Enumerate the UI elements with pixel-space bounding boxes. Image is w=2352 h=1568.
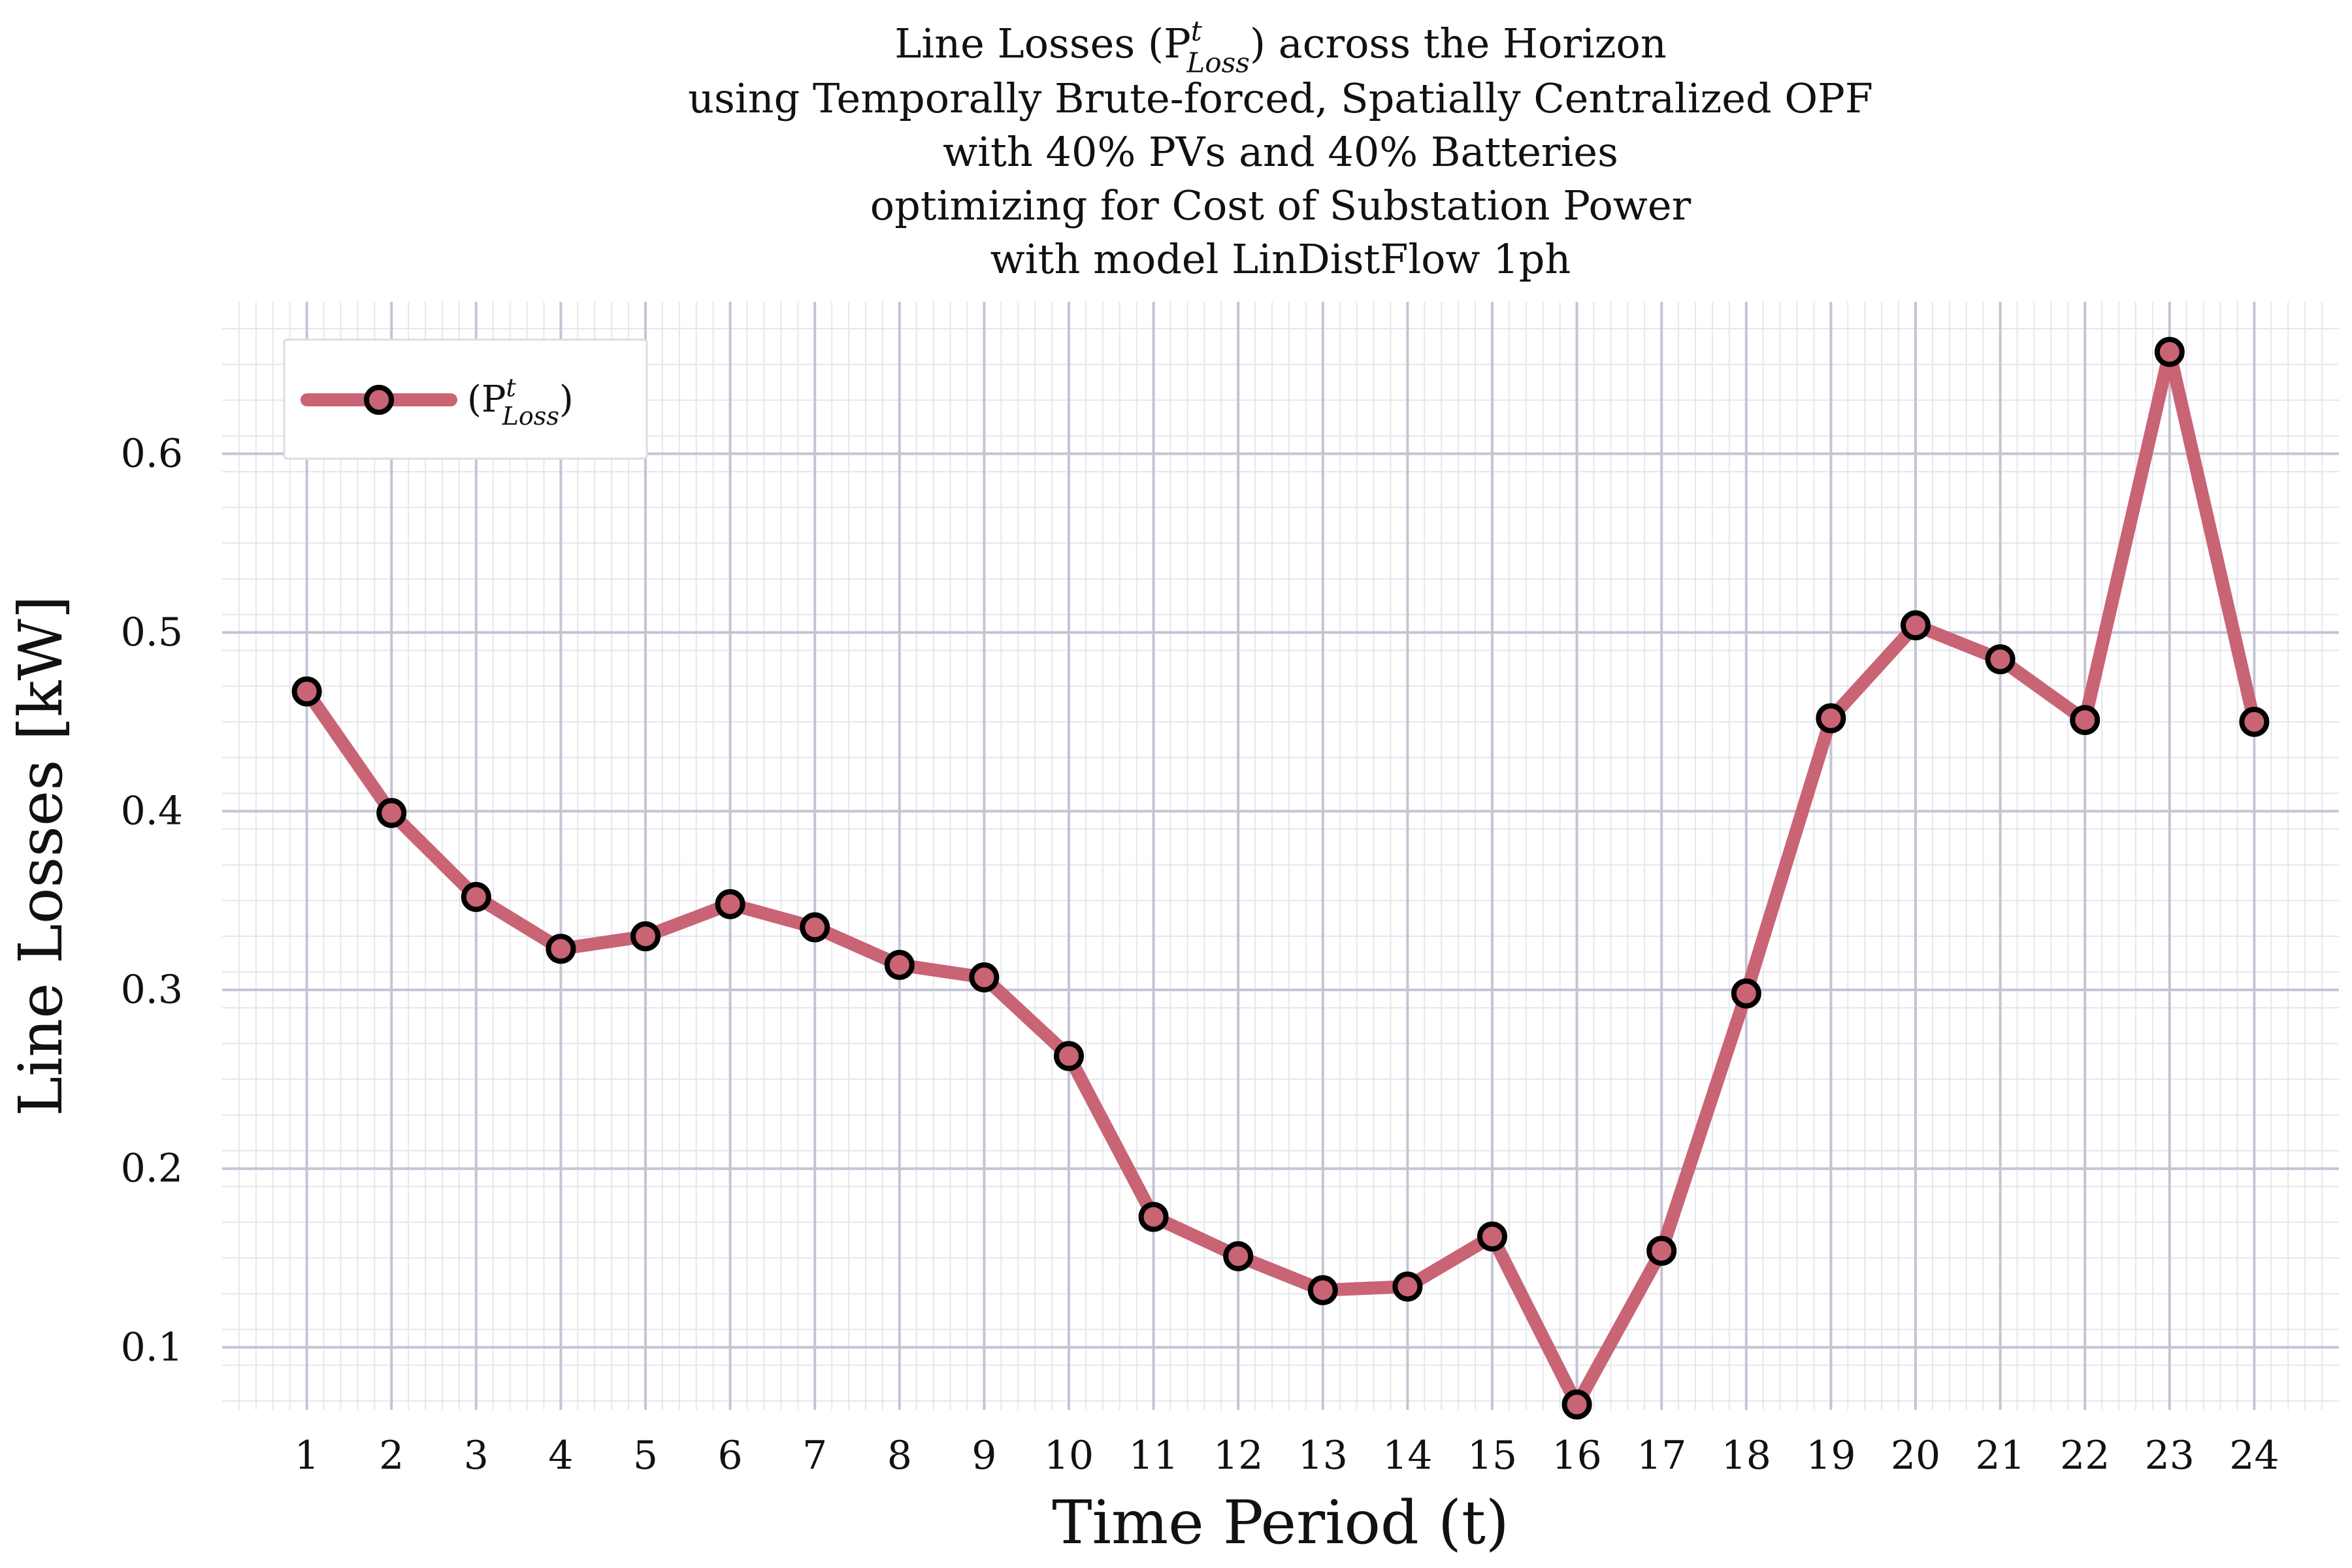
major-grid [222, 302, 2339, 1410]
y-axis-label: Line Losses [kW] [6, 595, 76, 1116]
data-point [2239, 706, 2270, 737]
x-tick-label: 10 [1044, 1433, 1094, 1478]
series-line [300, 345, 2261, 1411]
data-point [1223, 1241, 1254, 1271]
x-tick-label: 19 [1806, 1433, 1855, 1478]
data-point [1646, 1235, 1677, 1266]
x-tick-label: 6 [718, 1433, 743, 1478]
data-point [1561, 1389, 1592, 1420]
data-point [715, 889, 745, 919]
data-point [1731, 978, 1761, 1009]
data-point [291, 676, 322, 707]
x-tick-label: 15 [1467, 1433, 1517, 1478]
x-tick-label: 13 [1298, 1433, 1348, 1478]
minor-grid [222, 302, 2339, 1410]
data-point [1985, 644, 2016, 675]
y-tick-label: 0.5 [121, 610, 183, 655]
chart-title: Line Losses (Pt Loss) across the Horizonu… [688, 15, 1873, 283]
data-point [1138, 1201, 1169, 1232]
title-line-1: Line Losses (Pt Loss) across the Horizon [894, 15, 1667, 78]
x-tick-label: 12 [1213, 1433, 1263, 1478]
title-line-5: with model LinDistFlow 1ph [990, 235, 1571, 283]
data-point [800, 912, 830, 943]
data-point [884, 949, 915, 980]
y-tick-label: 0.2 [121, 1146, 183, 1192]
data-point [1901, 610, 1931, 641]
x-tick-label: 17 [1637, 1433, 1686, 1478]
data-point [2070, 705, 2100, 736]
y-tick-label: 0.6 [121, 431, 183, 477]
x-tick-label: 14 [1382, 1433, 1432, 1478]
y-tick-label: 0.3 [121, 967, 183, 1013]
x-tick-label: 20 [1891, 1433, 1940, 1478]
title-line-4: optimizing for Cost of Substation Power [870, 182, 1691, 229]
x-tick-label: 7 [802, 1433, 827, 1478]
x-tick-label: 18 [1722, 1433, 1771, 1478]
data-point [1477, 1221, 1507, 1252]
data-point [630, 921, 661, 952]
x-tick-label: 22 [2060, 1433, 2110, 1478]
x-tick-label: 5 [633, 1433, 658, 1478]
x-tick-label: 11 [1128, 1433, 1178, 1478]
legend-label: (Pt Loss) [467, 373, 574, 431]
legend-box [283, 338, 648, 460]
data-point [1307, 1275, 1338, 1305]
y-tick-labels: 0.1 0.2 0.3 0.4 0.5 0.6 [121, 431, 183, 1371]
data-point [461, 881, 491, 912]
series-plot [291, 336, 2270, 1420]
x-tick-label: 21 [1975, 1433, 2025, 1478]
x-tick-label: 9 [972, 1433, 996, 1478]
x-tick-label: 1 [295, 1433, 319, 1478]
legend-marker-swatch [364, 385, 394, 415]
data-point [1392, 1271, 1423, 1302]
y-tick-label: 0.1 [121, 1324, 183, 1370]
x-tick-label: 3 [464, 1433, 489, 1478]
data-point [969, 962, 1000, 993]
x-tick-label: 8 [887, 1433, 912, 1478]
y-tick-label: 0.4 [121, 789, 183, 834]
data-point [1054, 1041, 1084, 1071]
x-tick-label: 4 [548, 1433, 573, 1478]
x-tick-labels: 1 2 3 4 5 6 7 8 9 10 11 12 13 14 15 16 17 18 19 20 21 22 23 24 [295, 1433, 2279, 1478]
axis-labels: Time Period (t) Line Losses [kW] [6, 595, 1509, 1558]
x-tick-label: 16 [1552, 1433, 1601, 1478]
data-point [2154, 336, 2185, 367]
data-point [546, 934, 576, 964]
legend: (Pt Loss) [283, 338, 648, 460]
data-point [1816, 703, 1846, 734]
title-line-3: with 40% PVs and 40% Batteries [943, 128, 1618, 176]
x-tick-label: 24 [2229, 1433, 2279, 1478]
x-tick-label: 2 [379, 1433, 404, 1478]
title-line-2: using Temporally Brute-forced, Spatially… [688, 74, 1873, 122]
x-tick-label: 23 [2145, 1433, 2195, 1478]
x-axis-label: Time Period (t) [1052, 1488, 1509, 1558]
data-point [376, 798, 407, 828]
